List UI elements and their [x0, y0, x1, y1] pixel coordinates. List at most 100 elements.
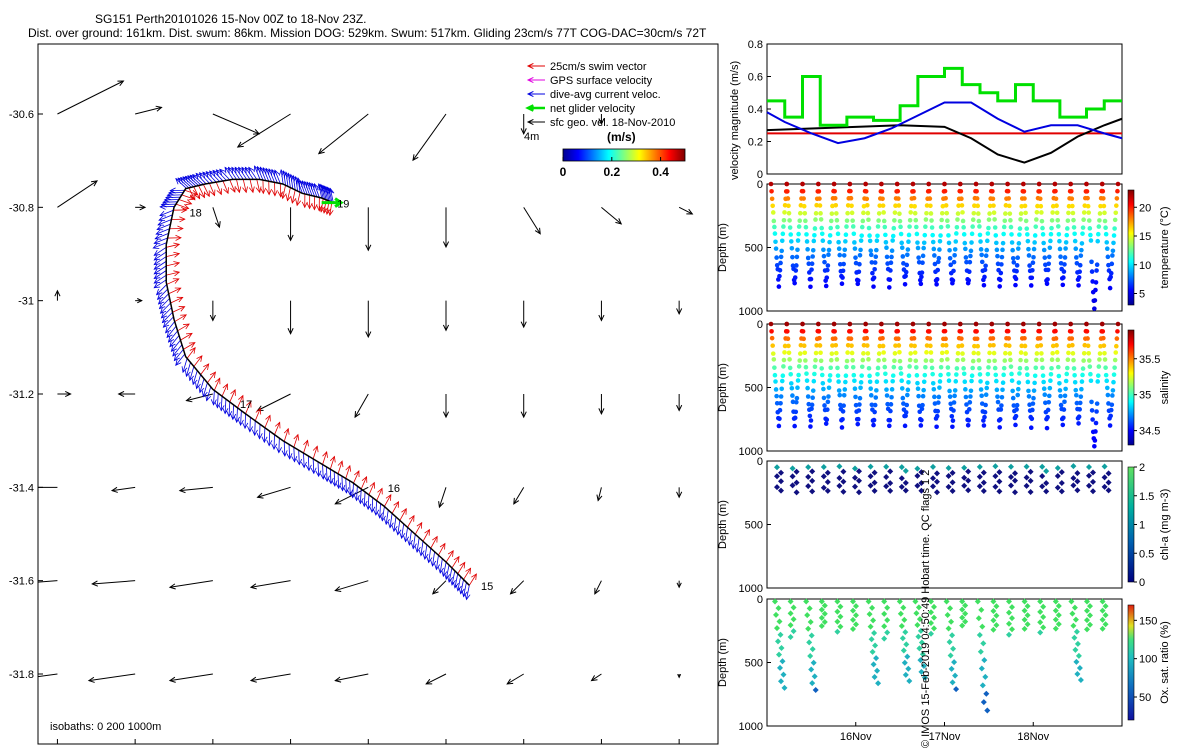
temp-point [869, 260, 875, 265]
swim-vector-head [274, 421, 281, 429]
geo-velocity-arrow-head [676, 404, 683, 412]
ox-point [974, 598, 981, 605]
dac-vector-shaft [299, 180, 306, 195]
dac-vector-head [357, 497, 364, 505]
geo-velocity-arrow [212, 113, 261, 135]
temp-point [984, 247, 990, 253]
sal-point [769, 335, 775, 341]
sal-point [1079, 379, 1085, 384]
swim-vector-head [329, 455, 336, 463]
geo-velocity-arrow-head [137, 298, 143, 304]
dac-vector [441, 562, 448, 578]
dac-vector [453, 573, 459, 589]
dac-vector-head [291, 456, 298, 463]
sal-point [981, 423, 987, 428]
temp-point [1040, 225, 1045, 231]
dac-vector [158, 214, 173, 222]
dac-vector [286, 444, 293, 460]
dac-vector-head [153, 268, 161, 275]
swim-vector-shaft [186, 347, 196, 359]
temp-point [888, 268, 893, 273]
swim-vector-shaft [245, 401, 252, 414]
ox-point [896, 598, 903, 605]
chl-point [852, 483, 858, 490]
dac-vector-head [155, 288, 163, 296]
dac-vector-head [214, 402, 221, 409]
temp-y-tick-label: 500 [745, 243, 763, 255]
ox-point [806, 639, 813, 646]
sal-point [797, 351, 803, 356]
temp-point [778, 260, 783, 266]
temp-point [879, 189, 885, 194]
temp-point [1114, 203, 1119, 208]
dac-vector-head [458, 587, 465, 595]
dac-vector-head [438, 567, 444, 574]
ox-point [837, 613, 844, 620]
temp-point [888, 260, 894, 266]
chl-point [778, 478, 784, 485]
sal-point [782, 350, 787, 355]
ox-point [853, 603, 859, 610]
dac-vector [169, 335, 180, 348]
ox-point [959, 606, 966, 613]
sal-point [1009, 378, 1015, 383]
ox-point [918, 668, 925, 675]
swim-vector [303, 439, 309, 454]
sal-point [978, 379, 983, 384]
temp-point [1044, 281, 1050, 287]
temp-point [785, 189, 790, 194]
legend-swatch-head [526, 118, 534, 126]
sal-point [912, 343, 917, 349]
sal-point [798, 342, 804, 348]
sal-point [787, 365, 793, 371]
chl-point [965, 468, 972, 475]
temp-colorbar-tick-label: 15 [1139, 231, 1151, 243]
swim-vector [178, 199, 193, 205]
dac-vector [455, 576, 462, 592]
temp-point [907, 217, 913, 223]
temp-point [811, 238, 817, 244]
swim-vector [203, 184, 210, 198]
dac-vector-shaft [157, 219, 172, 226]
sal-point [833, 342, 839, 348]
ox-point [1084, 598, 1090, 605]
sal-point [1055, 357, 1061, 363]
dac-vector-head [156, 224, 164, 231]
dac-vector-head [157, 298, 165, 305]
dac-vector [271, 434, 278, 451]
sal-point [1097, 357, 1102, 362]
temp-point [792, 275, 798, 280]
sal-point [773, 379, 778, 384]
geo-velocity-arrow-head [506, 678, 514, 685]
temp-point [1055, 224, 1061, 229]
swim-vector [172, 306, 186, 313]
ox-point [928, 609, 934, 616]
ox-point [982, 673, 989, 680]
chl-point [918, 480, 925, 487]
dac-vector-shaft [274, 170, 281, 184]
sal-point [1086, 358, 1092, 363]
sal-point [1088, 371, 1093, 377]
temp-point [860, 218, 866, 224]
temp-point [942, 181, 947, 187]
sal-point [816, 321, 821, 327]
sal-point [945, 365, 951, 370]
sal-point [781, 357, 787, 363]
geo-velocity-arrow-head [249, 676, 257, 683]
geo-velocity-arrow-head [168, 676, 176, 683]
ox-point [984, 707, 991, 714]
temp-point [1078, 253, 1084, 258]
sal-point [872, 409, 877, 415]
swim-vector-head [175, 234, 182, 241]
temp-point [863, 181, 868, 187]
ox-point [978, 665, 985, 672]
temp-point [1072, 231, 1077, 237]
temp-point [913, 217, 919, 223]
ox-point [868, 636, 875, 643]
swim-vector-head [424, 528, 430, 536]
temp-point [1084, 189, 1090, 194]
chl-point [949, 479, 956, 486]
dac-vector [153, 270, 167, 280]
temp-point [1108, 270, 1114, 276]
sal-point [976, 358, 982, 363]
